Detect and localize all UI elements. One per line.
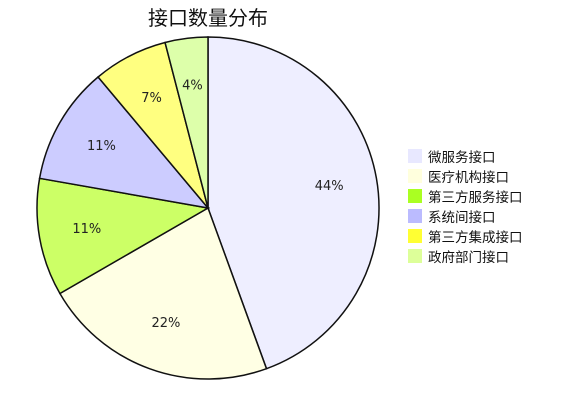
legend-swatch-2 xyxy=(408,189,422,203)
slice-label-4: 7% xyxy=(141,91,162,106)
legend-label-4: 第三方集成接口 xyxy=(428,230,523,246)
pie-slice-1 xyxy=(58,206,268,380)
legend-swatch-5 xyxy=(408,249,422,263)
slice-label-3: 11% xyxy=(87,139,116,154)
legend-item-4: 第三方集成接口 xyxy=(408,226,523,246)
pie-slice-0 xyxy=(207,36,380,370)
legend-item-2: 第三方服务接口 xyxy=(408,186,523,206)
legend-label-0: 微服务接口 xyxy=(428,150,496,166)
legend-item-5: 政府部门接口 xyxy=(408,246,523,266)
slice-label-2: 11% xyxy=(72,222,101,237)
legend-swatch-3 xyxy=(408,209,422,223)
legend-item-0: 微服务接口 xyxy=(408,146,523,166)
legend-swatch-4 xyxy=(408,229,422,243)
legend-label-5: 政府部门接口 xyxy=(428,250,509,266)
slice-label-5: 4% xyxy=(182,78,203,93)
pie-slice-3 xyxy=(38,75,210,210)
slice-label-0: 44% xyxy=(315,179,344,194)
pie-slice-5 xyxy=(164,36,209,209)
pie-plot: 44% 22% 11% 11% 7% 4% xyxy=(36,36,380,380)
chart-title: 接口数量分布 xyxy=(148,6,268,30)
legend-swatch-1 xyxy=(408,169,422,183)
legend-swatch-0 xyxy=(408,149,422,163)
legend-label-2: 第三方服务接口 xyxy=(428,190,523,206)
slice-label-1: 22% xyxy=(151,316,180,331)
legend-item-3: 系统间接口 xyxy=(408,206,523,226)
pie-slice-2 xyxy=(36,177,211,295)
legend-item-1: 医疗机构接口 xyxy=(408,166,523,186)
legend-label-1: 医疗机构接口 xyxy=(428,170,509,186)
legend: 微服务接口医疗机构接口 第三方服务接口 系统间接口第三方集成接口 政府部门接口 xyxy=(408,146,523,266)
legend-label-3: 系统间接口 xyxy=(428,210,496,226)
